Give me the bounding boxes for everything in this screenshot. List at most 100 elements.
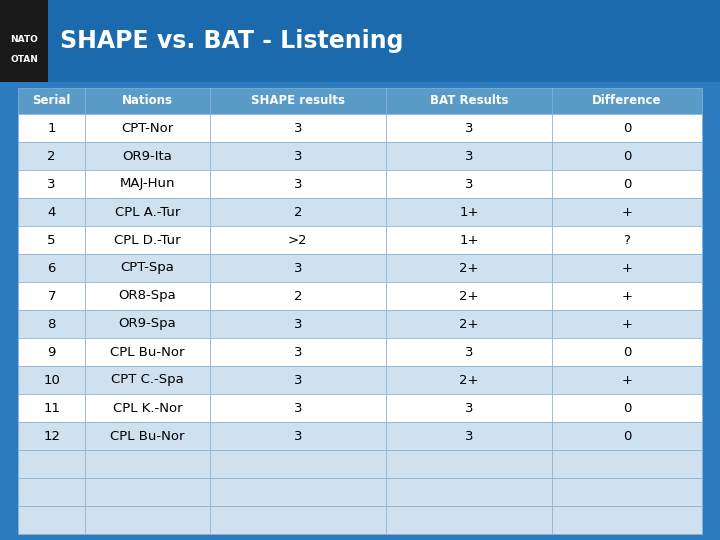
Text: CPL Bu-Nor: CPL Bu-Nor	[110, 346, 185, 359]
Text: Nations: Nations	[122, 94, 173, 107]
FancyBboxPatch shape	[86, 114, 210, 142]
Text: +: +	[621, 318, 632, 330]
FancyBboxPatch shape	[18, 450, 86, 478]
Text: CPL Bu-Nor: CPL Bu-Nor	[110, 429, 185, 442]
FancyBboxPatch shape	[552, 478, 702, 506]
Text: 3: 3	[294, 150, 302, 163]
FancyBboxPatch shape	[386, 366, 552, 394]
FancyBboxPatch shape	[552, 226, 702, 254]
FancyBboxPatch shape	[210, 198, 386, 226]
Text: 11: 11	[43, 402, 60, 415]
FancyBboxPatch shape	[86, 254, 210, 282]
FancyBboxPatch shape	[552, 142, 702, 170]
FancyBboxPatch shape	[18, 88, 86, 114]
Text: 8: 8	[48, 318, 56, 330]
Text: 3: 3	[294, 261, 302, 274]
FancyBboxPatch shape	[552, 366, 702, 394]
FancyBboxPatch shape	[210, 338, 386, 366]
FancyBboxPatch shape	[386, 142, 552, 170]
FancyBboxPatch shape	[552, 338, 702, 366]
FancyBboxPatch shape	[210, 310, 386, 338]
FancyBboxPatch shape	[86, 310, 210, 338]
Text: 2: 2	[294, 206, 302, 219]
Text: 3: 3	[294, 346, 302, 359]
Text: 0: 0	[623, 178, 631, 191]
Text: 3: 3	[464, 346, 473, 359]
Text: 3: 3	[294, 429, 302, 442]
FancyBboxPatch shape	[86, 366, 210, 394]
FancyBboxPatch shape	[552, 88, 702, 114]
Text: CPT C.-Spa: CPT C.-Spa	[111, 374, 184, 387]
FancyBboxPatch shape	[210, 282, 386, 310]
FancyBboxPatch shape	[386, 394, 552, 422]
Text: BAT Results: BAT Results	[430, 94, 508, 107]
Text: 3: 3	[464, 402, 473, 415]
Text: 7: 7	[48, 289, 56, 302]
Text: SHAPE results: SHAPE results	[251, 94, 345, 107]
FancyBboxPatch shape	[386, 88, 552, 114]
FancyBboxPatch shape	[18, 254, 86, 282]
Text: 0: 0	[623, 122, 631, 134]
Text: 3: 3	[464, 429, 473, 442]
FancyBboxPatch shape	[86, 198, 210, 226]
FancyBboxPatch shape	[210, 142, 386, 170]
Text: 0: 0	[623, 150, 631, 163]
Text: 12: 12	[43, 429, 60, 442]
Text: CPT-Spa: CPT-Spa	[121, 261, 174, 274]
Text: 0: 0	[623, 429, 631, 442]
FancyBboxPatch shape	[18, 226, 86, 254]
Text: 1+: 1+	[459, 206, 479, 219]
Text: 3: 3	[464, 122, 473, 134]
FancyBboxPatch shape	[86, 394, 210, 422]
Text: 10: 10	[43, 374, 60, 387]
FancyBboxPatch shape	[386, 198, 552, 226]
Text: CPL K.-Nor: CPL K.-Nor	[113, 402, 182, 415]
Text: SHAPE vs. BAT - Listening: SHAPE vs. BAT - Listening	[60, 29, 403, 53]
FancyBboxPatch shape	[18, 114, 86, 142]
Text: 2+: 2+	[459, 374, 479, 387]
Text: OR8-Spa: OR8-Spa	[119, 289, 176, 302]
FancyBboxPatch shape	[552, 506, 702, 534]
Text: 3: 3	[294, 122, 302, 134]
Text: OTAN: OTAN	[10, 56, 38, 64]
Text: 4: 4	[48, 206, 56, 219]
FancyBboxPatch shape	[210, 170, 386, 198]
FancyBboxPatch shape	[210, 114, 386, 142]
Text: Difference: Difference	[592, 94, 662, 107]
Text: 3: 3	[294, 402, 302, 415]
Text: +: +	[621, 206, 632, 219]
FancyBboxPatch shape	[386, 226, 552, 254]
FancyBboxPatch shape	[386, 338, 552, 366]
Text: 3: 3	[294, 374, 302, 387]
Text: 0: 0	[623, 346, 631, 359]
Text: 5: 5	[48, 233, 56, 246]
FancyBboxPatch shape	[552, 450, 702, 478]
FancyBboxPatch shape	[552, 394, 702, 422]
Text: 2+: 2+	[459, 261, 479, 274]
Text: CPT-Nor: CPT-Nor	[122, 122, 174, 134]
Text: 0: 0	[623, 402, 631, 415]
FancyBboxPatch shape	[210, 366, 386, 394]
FancyBboxPatch shape	[86, 282, 210, 310]
FancyBboxPatch shape	[552, 198, 702, 226]
Text: CPL D.-Tur: CPL D.-Tur	[114, 233, 181, 246]
Text: +: +	[621, 261, 632, 274]
Text: MAJ-Hun: MAJ-Hun	[120, 178, 175, 191]
FancyBboxPatch shape	[552, 310, 702, 338]
FancyBboxPatch shape	[386, 478, 552, 506]
FancyBboxPatch shape	[552, 282, 702, 310]
FancyBboxPatch shape	[86, 226, 210, 254]
FancyBboxPatch shape	[386, 114, 552, 142]
FancyBboxPatch shape	[18, 170, 86, 198]
FancyBboxPatch shape	[210, 506, 386, 534]
Text: +: +	[621, 374, 632, 387]
FancyBboxPatch shape	[18, 310, 86, 338]
Text: +: +	[621, 289, 632, 302]
FancyBboxPatch shape	[552, 254, 702, 282]
Text: OR9-Spa: OR9-Spa	[119, 318, 176, 330]
FancyBboxPatch shape	[86, 478, 210, 506]
FancyBboxPatch shape	[210, 450, 386, 478]
FancyBboxPatch shape	[386, 422, 552, 450]
FancyBboxPatch shape	[18, 478, 86, 506]
Text: 3: 3	[48, 178, 56, 191]
